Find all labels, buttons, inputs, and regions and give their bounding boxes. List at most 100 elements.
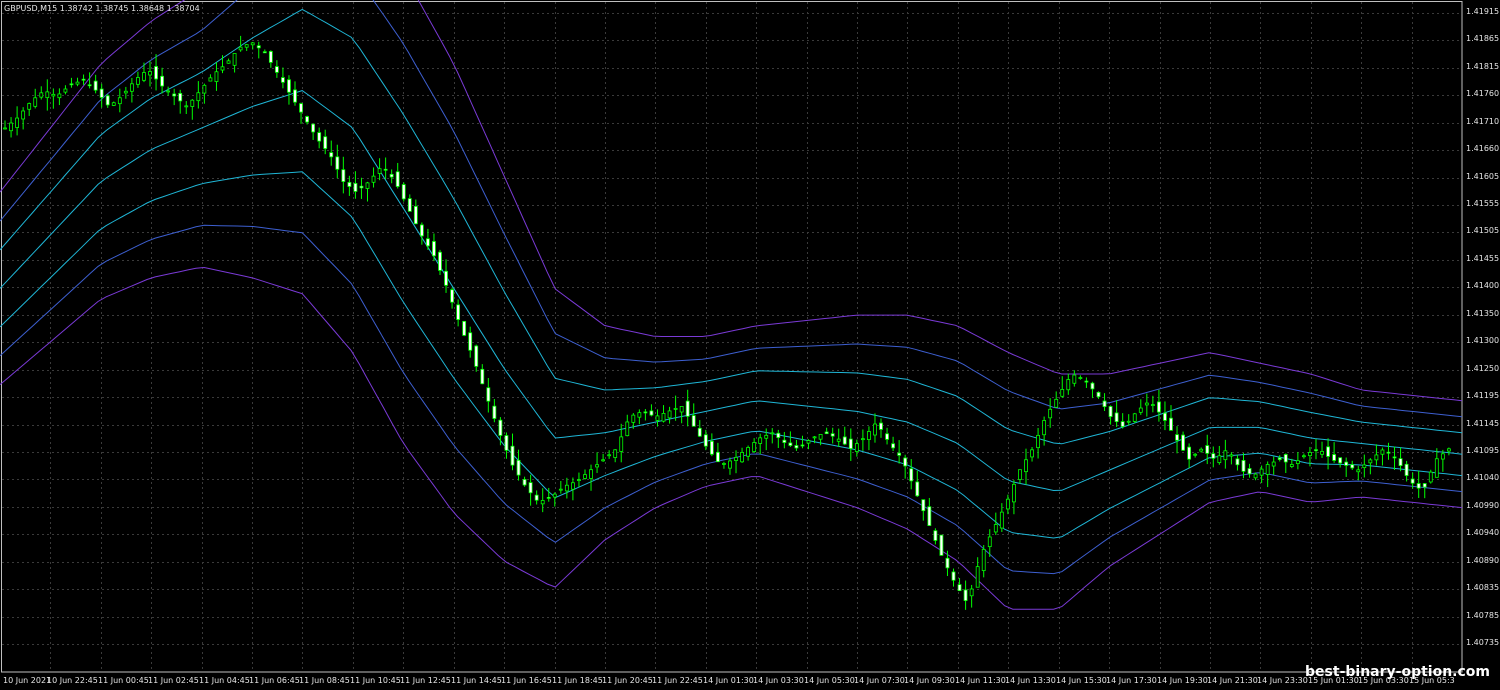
candle: [812, 435, 817, 444]
candle-body-bull: [1440, 453, 1445, 460]
time-tick-label: 14 Jun 03:30: [753, 676, 804, 685]
candle: [1223, 439, 1228, 469]
candle-body-bear: [1326, 446, 1330, 457]
candle-body-bear: [1350, 464, 1355, 469]
candle-body-bull: [854, 443, 859, 452]
candle-body-bear: [1332, 454, 1337, 461]
price-tick-label: 1.41195: [1466, 391, 1500, 400]
candle: [154, 54, 158, 91]
candle: [957, 578, 962, 592]
candle-body-bear: [178, 92, 183, 102]
candle: [788, 431, 793, 447]
price-tick-label: 1.41400: [1466, 281, 1500, 290]
candle: [407, 194, 412, 212]
candle-body-bull: [1036, 434, 1040, 449]
candle: [806, 439, 811, 450]
price-tick-label: 1.41660: [1466, 144, 1500, 153]
candle: [468, 326, 473, 358]
candle: [631, 413, 636, 429]
candle-body-bear: [927, 506, 932, 526]
candle-body-bull: [1265, 464, 1270, 475]
candle: [522, 476, 527, 487]
time-tick-label: 15 Jun 01:30: [1308, 676, 1359, 685]
candle-body-bull: [552, 493, 557, 498]
candle: [1235, 454, 1240, 471]
candle: [679, 405, 684, 424]
candle-body-bear: [1241, 460, 1246, 472]
candle-body-bear: [703, 434, 708, 447]
candle-body-bull: [244, 44, 249, 48]
candle-body-bear: [546, 496, 551, 499]
candle-body-bear: [1211, 453, 1216, 459]
candle: [105, 93, 110, 108]
candle-body-bear: [782, 439, 787, 443]
candle: [921, 499, 926, 521]
time-tick-label: 14 Jun 21:30: [1207, 676, 1258, 685]
candle-body-bull: [1229, 454, 1234, 457]
candle: [1126, 414, 1131, 426]
candle-body-bear: [715, 451, 720, 463]
candle-body-bull: [166, 90, 171, 93]
candle-body-bear: [1392, 456, 1397, 459]
candle: [160, 67, 164, 94]
plot-border: [1, 1, 1463, 673]
candle: [21, 107, 26, 130]
candle-body-bull: [1048, 408, 1053, 419]
candle: [1308, 446, 1312, 467]
candle-body-bear: [281, 77, 285, 83]
time-tick-label: 14 Jun 05:30: [804, 676, 855, 685]
time-tick-label: 15 Jun 05:3: [1409, 676, 1455, 685]
candle: [848, 428, 853, 462]
candle-body-bear: [643, 411, 648, 414]
candle-body-bull: [15, 117, 20, 128]
candle: [87, 72, 92, 89]
candle-body-bull: [1150, 404, 1155, 406]
candle-body-bear: [492, 405, 497, 419]
candle: [401, 182, 406, 202]
time-tick-label: 11 Jun 22:45: [652, 676, 703, 685]
candle: [1150, 395, 1155, 413]
candle-body-bull: [734, 457, 738, 461]
candle-body-bull: [873, 423, 877, 436]
price-tick-label: 1.41250: [1466, 364, 1500, 373]
candle: [172, 88, 177, 106]
candle-body-bear: [1235, 458, 1240, 466]
candle-body-bear: [474, 345, 479, 367]
candle: [3, 120, 7, 130]
candle-body-bear: [87, 84, 92, 87]
candle: [419, 222, 424, 245]
candle: [413, 199, 418, 225]
candle: [655, 409, 660, 427]
candle: [317, 127, 322, 149]
candle: [1428, 469, 1433, 484]
candle-body-bear: [407, 198, 412, 212]
time-tick-label: 14 Jun 11:30: [955, 676, 1006, 685]
candle: [426, 228, 430, 250]
time-tick-label: 11 Jun 06:45: [249, 676, 300, 685]
candle-body-bear: [395, 171, 400, 187]
candle: [981, 545, 986, 578]
time-tick-label: 11 Jun 02:45: [148, 676, 199, 685]
candle: [1344, 457, 1349, 477]
candle: [770, 428, 775, 444]
candle-body-bear: [389, 173, 394, 178]
candle: [643, 409, 648, 421]
candle-body-bear: [359, 185, 364, 189]
candle: [486, 378, 491, 413]
candle-body-bull: [1193, 453, 1198, 456]
candle-body-bull: [45, 91, 50, 99]
candle: [208, 74, 213, 82]
candle-body-bull: [993, 524, 998, 533]
candle-body-bear: [933, 530, 938, 541]
candle-body-bull: [238, 46, 243, 51]
candle: [383, 157, 388, 180]
candle-body-bear: [1096, 391, 1101, 398]
candle: [214, 62, 219, 91]
candle: [1187, 443, 1192, 469]
candle-body-bear: [1120, 421, 1125, 427]
candle: [1181, 431, 1185, 451]
candle-body-bull: [1374, 454, 1379, 461]
candle-body-bull: [1320, 451, 1324, 455]
